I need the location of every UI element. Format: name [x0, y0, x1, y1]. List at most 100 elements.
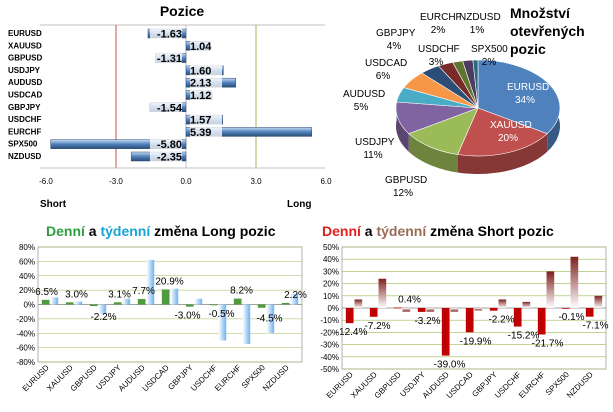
- weekly-bar-usdjpy: [426, 308, 435, 312]
- position-value-eurusd: -1.63: [157, 29, 182, 41]
- category-label-nzdusd: NZDUSD: [565, 370, 595, 400]
- daily-label-usdcad: 20.9%: [155, 276, 183, 287]
- positions-title: Pozice: [160, 3, 205, 19]
- pie-label-xauusd: XAUUSD: [490, 120, 532, 131]
- daily-bar-spx500: [257, 304, 266, 308]
- daily-label-nzdusd: 2.2%: [284, 290, 307, 301]
- daily-bar-spx500: [561, 308, 570, 309]
- category-label-nzdusd: NZDUSD: [261, 363, 291, 393]
- short-title-a: a: [361, 223, 377, 239]
- pie-value-gbpjpy: 4%: [387, 41, 402, 52]
- pie-title-line-2: otevřených: [510, 23, 585, 39]
- daily-label-spx500: -0.1%: [558, 312, 584, 323]
- short-axis-label: Short: [40, 199, 67, 210]
- daily-label-eurusd: -12.4%: [336, 327, 368, 338]
- position-value-bg-gbpjpy: [150, 101, 182, 113]
- daily-label-eurusd: 6.5%: [35, 287, 58, 298]
- weekly-bar-usdjpy: [122, 298, 131, 305]
- weekly-bar-audusd: [450, 308, 459, 312]
- daily-bar-eurusd: [345, 308, 354, 324]
- pie-slice-eurusd: [477, 59, 561, 135]
- daily-bar-gbpjpy: [489, 308, 498, 311]
- weekly-bar-xauusd: [74, 301, 83, 305]
- category-label-gbpjpy: GBPJPY: [8, 103, 41, 112]
- position-value-eurchf: 5.39: [190, 127, 211, 139]
- position-value-usdcad: 1.12: [190, 90, 211, 102]
- daily-bar-nzdusd: [281, 302, 290, 305]
- long-title-daily: Denní: [46, 223, 86, 239]
- category-label-usdcad: USDCAD: [141, 363, 171, 393]
- pie-slice-xauusd: [457, 107, 548, 157]
- weekly-bar-spx500: [570, 256, 579, 308]
- pie-value-eurusd: 34%: [515, 95, 535, 106]
- daily-label-xauusd: -7.2%: [364, 321, 390, 332]
- category-label-usdchf: USDCHF: [8, 115, 41, 124]
- category-label-spx500: SPX500: [8, 140, 38, 149]
- daily-bar-usdjpy: [113, 302, 122, 305]
- position-value-bg-xauusd: [190, 40, 222, 52]
- y-tick-9: -40%: [320, 353, 339, 362]
- y-tick-5: 0%: [327, 304, 339, 313]
- long-change-title: Denní a týdenní změna Long pozic: [46, 223, 276, 239]
- y-tick-6: -40%: [16, 329, 35, 338]
- daily-label-usdjpy: -3.2%: [414, 316, 440, 327]
- y-tick-0: 80%: [19, 243, 35, 252]
- weekly-bar-gbpusd: [402, 308, 411, 312]
- position-value-gbpusd: -1.31: [157, 53, 182, 65]
- position-value-usdjpy: 1.60: [190, 65, 211, 77]
- y-tick-3: 20%: [323, 280, 339, 289]
- short-change-chart: Denní a týdenní změna Short pozic 50% 40%…: [320, 223, 608, 400]
- position-value-usdchf: 1.57: [190, 115, 211, 127]
- position-value-bg-usdjpy: [190, 64, 222, 76]
- position-value-bg-usdchf: [190, 114, 222, 126]
- x-tick-2: 0.0: [180, 177, 192, 186]
- category-label-gbpusd: GBPUSD: [373, 370, 403, 400]
- short-change-title: Denní a týdenní změna Short pozic: [322, 223, 554, 239]
- daily-bar-nzdusd: [585, 308, 594, 317]
- y-tick-4: 10%: [323, 292, 339, 301]
- pie-slice-nzdusd: [472, 59, 479, 109]
- category-label-eurchf: EURCHF: [8, 127, 41, 136]
- short-title-weekly: týdenní: [376, 223, 427, 239]
- weekly-bar-nzdusd: [290, 293, 299, 305]
- position-value-audusd: 2.13: [190, 78, 211, 90]
- x-tick-1: -3.0: [109, 177, 123, 186]
- daily-label-spx500: -4.5%: [256, 314, 282, 325]
- category-label-xauusd: XAUUSD: [8, 41, 42, 50]
- weekly-bar-usdcad: [474, 308, 483, 311]
- weekly-bar-gbpusd: [98, 304, 107, 314]
- weekly-bar-eurchf: [242, 304, 251, 345]
- y-tick-3: 20%: [19, 286, 35, 295]
- category-label-gbpusd: GBPUSD: [69, 363, 99, 393]
- weekly-bar-gbpjpy: [194, 298, 203, 305]
- pie-value-gbpusd: 12%: [393, 188, 413, 199]
- daily-label-audusd: 7.7%: [132, 286, 155, 297]
- weekly-bar-usdcad: [170, 288, 179, 305]
- daily-bar-eurchf: [233, 298, 242, 305]
- pie-label-usdcad: USDCAD: [365, 58, 407, 69]
- y-tick-7: -60%: [16, 344, 35, 353]
- daily-bar-usdjpy: [417, 308, 426, 312]
- long-title-weekly: týdenní: [100, 223, 151, 239]
- daily-label-usdchf: -15.2%: [508, 331, 540, 342]
- weekly-bar-eurusd: [354, 299, 363, 308]
- weekly-bar-gbpjpy: [498, 299, 507, 308]
- daily-label-gbpjpy: -3.0%: [174, 311, 200, 322]
- pie-label-gbpjpy: GBPJPY: [376, 28, 416, 39]
- pie-value-eurchf: 2%: [431, 25, 446, 36]
- y-tick-5: -20%: [16, 315, 35, 324]
- open-positions-pie-chart: Množství otevřených pozic EURUSD 34% XAUUS…: [343, 5, 585, 199]
- daily-label-gbpjpy: -2.2%: [488, 315, 514, 326]
- pie-value-usdcad: 6%: [376, 71, 391, 82]
- y-tick-7: -20%: [320, 328, 339, 337]
- position-value-xauusd: 1.04: [190, 41, 212, 53]
- position-value-bg-gbpusd: [150, 52, 182, 64]
- pie-value-spx500: 2%: [482, 57, 497, 68]
- pie-label-spx500: SPX500: [471, 44, 508, 55]
- pie-label-eurusd: EURUSD: [507, 82, 549, 93]
- daily-bar-audusd: [441, 308, 450, 356]
- pie-label-usdjpy: USDJPY: [355, 137, 395, 148]
- y-tick-2: 40%: [19, 272, 35, 281]
- long-change-chart: Denní a týdenní změna Long pozic 80% 60% 4…: [16, 223, 307, 393]
